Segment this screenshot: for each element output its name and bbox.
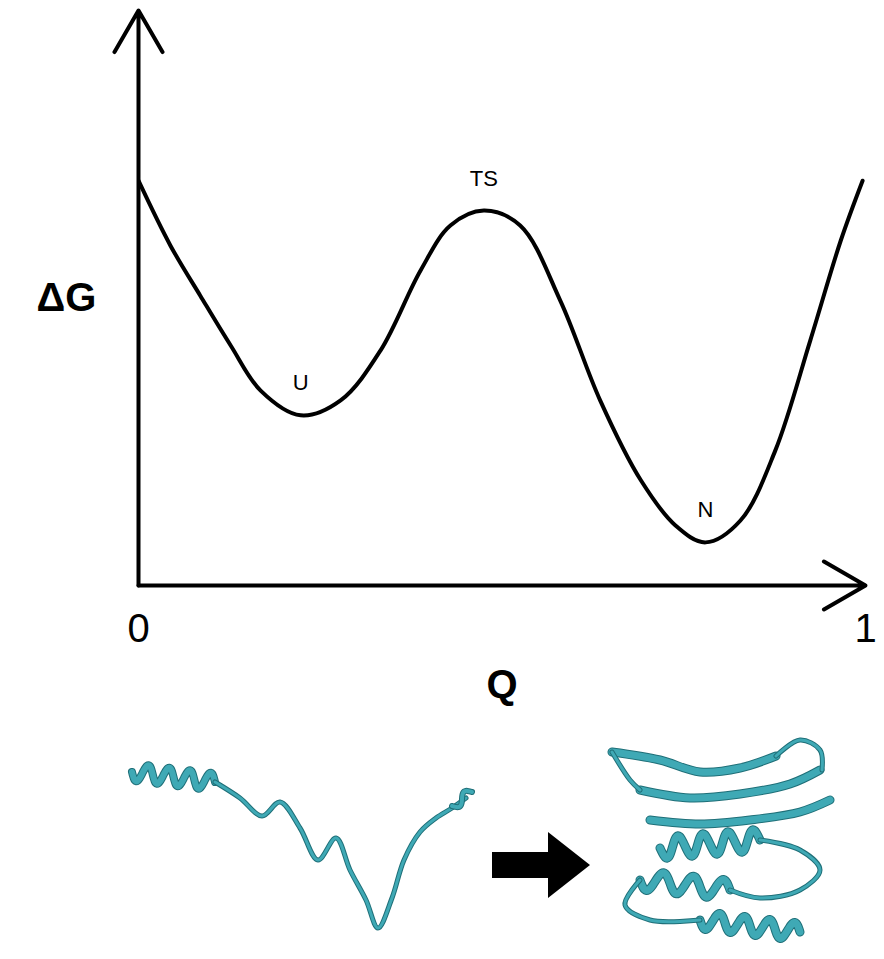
svg-text:Q: Q: [486, 662, 517, 706]
svg-text:0: 0: [127, 606, 149, 650]
svg-text:N: N: [698, 497, 714, 522]
svg-text:TS: TS: [470, 166, 498, 191]
svg-text:ΔG: ΔG: [37, 275, 97, 319]
svg-text:U: U: [293, 370, 309, 395]
svg-text:1: 1: [854, 606, 876, 650]
